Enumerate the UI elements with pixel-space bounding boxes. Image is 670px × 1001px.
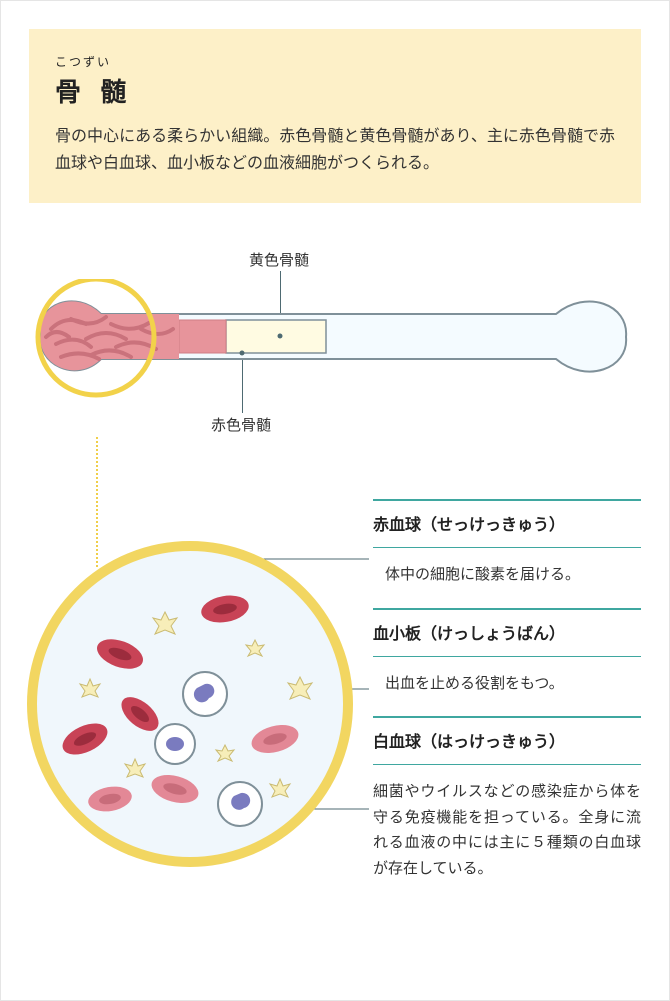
bone-illustration xyxy=(31,279,631,429)
bone-diagram: 黄色骨髄 赤色骨髄 xyxy=(1,239,669,439)
cell-desc-wbc: 細菌やウイルスなどの感染症から体を守る免疫機能を担っている。全身に流れる血液の中… xyxy=(373,779,641,881)
divider-thin xyxy=(373,764,641,765)
divider xyxy=(373,499,641,501)
info-column: 赤血球（せっけっきゅう） 体中の細胞に酸素を届ける。 血小板（けっしょうばん） … xyxy=(373,499,641,881)
header-description: 骨の中心にある柔らかい組織。赤色骨髄と黄色骨髄があり、主に赤色骨髄で赤血球や白血… xyxy=(55,123,615,177)
cell-title-platelet: 血小板（けっしょうばん） xyxy=(373,620,641,644)
info-rbc: 赤血球（せっけっきゅう） 体中の細胞に酸素を届ける。 xyxy=(373,499,641,588)
divider xyxy=(373,716,641,718)
cells-detail: 赤血球（せっけっきゅう） 体中の細胞に酸素を届ける。 血小板（けっしょうばん） … xyxy=(1,499,669,969)
divider xyxy=(373,608,641,610)
cells-circle xyxy=(25,539,355,869)
info-platelet: 血小板（けっしょうばん） 出血を止める役割をもつ。 xyxy=(373,608,641,697)
header-box: こつずい 骨 髄 骨の中心にある柔らかい組織。赤色骨髄と黄色骨髄があり、主に赤色… xyxy=(29,29,641,203)
divider-thin xyxy=(373,547,641,548)
title-furigana: こつずい xyxy=(55,53,615,70)
divider-thin xyxy=(373,656,641,657)
info-wbc: 白血球（はっけっきゅう） 細菌やウイルスなどの感染症から体を守る免疫機能を担って… xyxy=(373,716,641,881)
cell-title-wbc: 白血球（はっけっきゅう） xyxy=(373,728,641,752)
cell-desc-rbc: 体中の細胞に酸素を届ける。 xyxy=(373,562,641,588)
cell-title-rbc: 赤血球（せっけっきゅう） xyxy=(373,511,641,535)
page-title: 骨 髄 xyxy=(55,72,615,109)
cell-desc-platelet: 出血を止める役割をもつ。 xyxy=(373,671,641,697)
label-yellow-marrow: 黄色骨髄 xyxy=(249,249,309,270)
